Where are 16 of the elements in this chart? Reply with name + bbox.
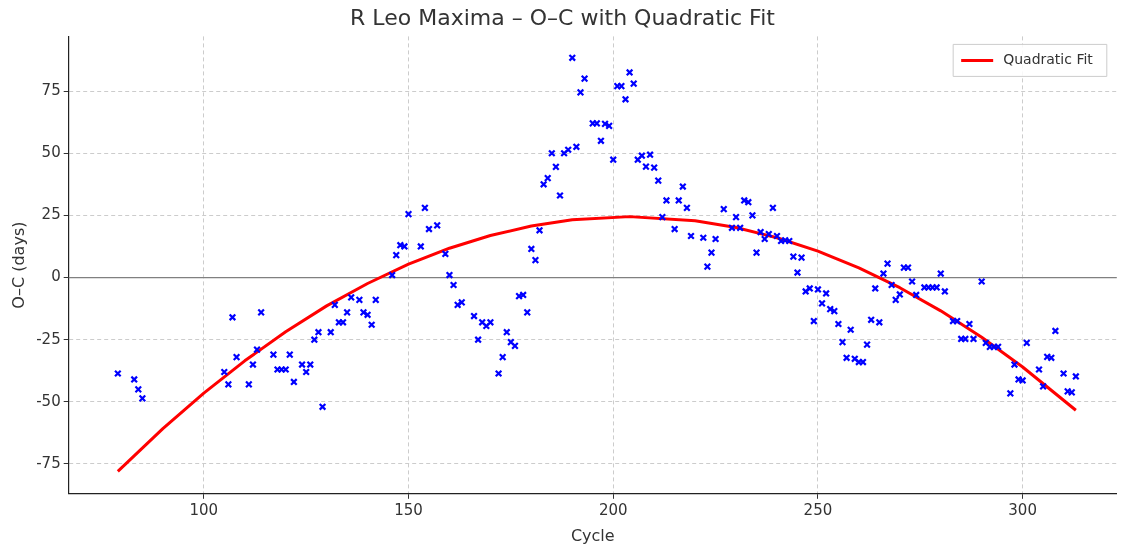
x-tick-label: 300 xyxy=(1008,500,1037,519)
x-axis-title: Cycle xyxy=(570,525,615,545)
y-tick-label: -50 xyxy=(36,391,61,410)
chart-title: R Leo Maxima – O–C with Quadratic Fit xyxy=(350,4,776,30)
y-tick-label: -25 xyxy=(36,329,61,348)
y-tick-label: 50 xyxy=(41,143,61,162)
y-axis-title: O–C (days) xyxy=(8,221,28,309)
y-tick-label: 25 xyxy=(41,205,61,224)
x-tick-label: 200 xyxy=(598,500,628,519)
x-tick-label: 100 xyxy=(189,500,219,519)
legend-label: Quadratic Fit xyxy=(1003,51,1094,68)
y-tick-label: -75 xyxy=(36,453,61,472)
y-tick-label: 0 xyxy=(51,267,61,286)
x-tick-label: 250 xyxy=(803,500,833,519)
y-tick-label: 75 xyxy=(41,80,61,99)
x-tick-label: 150 xyxy=(394,500,423,519)
